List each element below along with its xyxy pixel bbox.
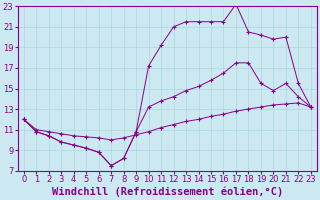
X-axis label: Windchill (Refroidissement éolien,°C): Windchill (Refroidissement éolien,°C) xyxy=(52,187,283,197)
